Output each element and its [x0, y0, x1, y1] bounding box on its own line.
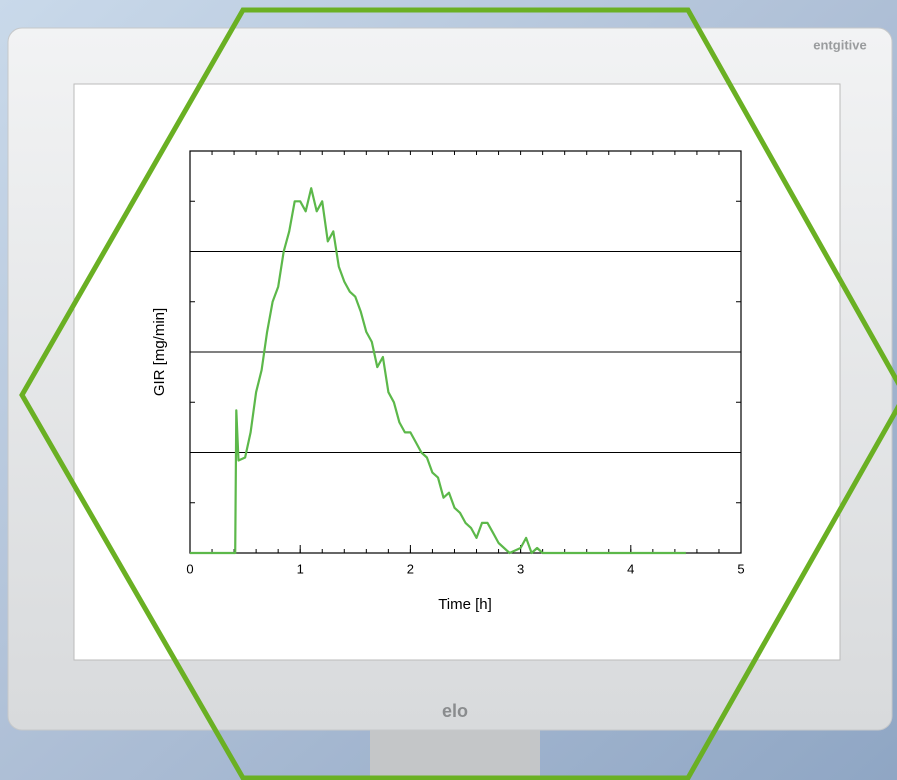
- x-tick-label: 4: [627, 561, 634, 576]
- x-axis-label: Time [h]: [438, 596, 492, 613]
- x-tick-label: 3: [517, 561, 524, 576]
- x-tick-label: 5: [737, 561, 744, 576]
- x-tick-label: 1: [297, 561, 304, 576]
- y-axis-label: GIR [mg/min]: [151, 308, 168, 396]
- page: {"brand": {"monitor_logo": "entgitive", …: [0, 0, 897, 780]
- x-tick-label: 2: [407, 561, 414, 576]
- monitor-logo: entgitive: [813, 37, 866, 52]
- x-tick-label: 0: [186, 561, 193, 576]
- stand-logo: elo: [442, 701, 468, 721]
- scene: entgitive elo Time [h] GIR [mg/min] 0 1 2 3…: [0, 0, 897, 780]
